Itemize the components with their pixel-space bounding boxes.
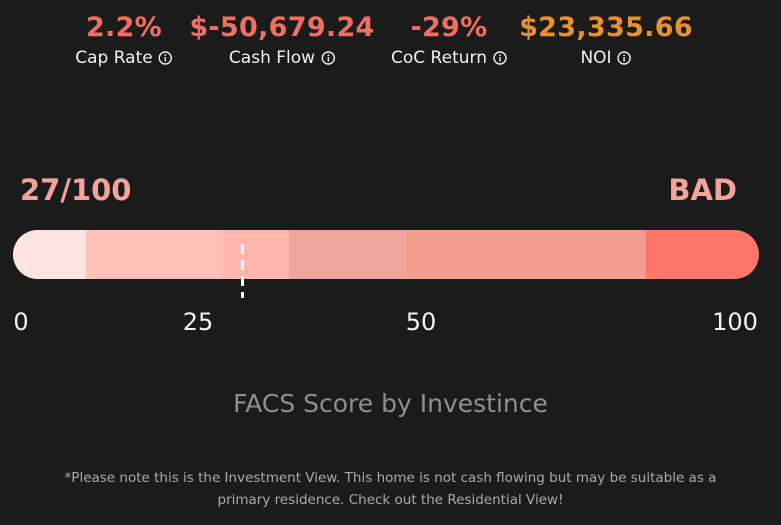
cap-rate-value: 2.2% xyxy=(85,12,163,43)
bar-segment-2 xyxy=(86,230,223,279)
score-marker xyxy=(241,244,244,298)
cash-flow-label: Cash Flow xyxy=(228,48,316,68)
rating-text: BAD xyxy=(668,173,737,207)
metrics-row: 2.2% Cap Rate $-50,679.24 Cash Flow -29%… xyxy=(0,0,781,80)
coc-return-label: CoC Return xyxy=(391,48,487,68)
tick-0: 0 xyxy=(13,308,29,336)
bar-segment-4 xyxy=(289,230,406,279)
score-text: 27/100 xyxy=(20,173,132,207)
bar-segment-6 xyxy=(646,230,759,279)
coc-return-value: -29% xyxy=(410,12,488,43)
bar-segment-5 xyxy=(406,230,646,279)
noi-label: NOI xyxy=(580,48,612,68)
bar-segment-3 xyxy=(223,230,289,279)
info-icon[interactable] xyxy=(617,51,632,65)
cap-rate-label: Cap Rate xyxy=(75,48,153,68)
tick-25: 25 xyxy=(182,308,214,336)
brand-caption: FACS Score by Investince xyxy=(233,389,548,418)
cash-flow-value: $-50,679.24 xyxy=(189,12,375,43)
noi-value: $23,335.66 xyxy=(519,12,693,43)
disclaimer-note: *Please note this is the Investment View… xyxy=(64,470,717,508)
info-icon[interactable] xyxy=(321,51,335,65)
info-icon[interactable] xyxy=(159,51,173,65)
cap-rate-metric: 2.2% Cap Rate xyxy=(75,8,173,68)
tick-100: 100 xyxy=(712,308,758,336)
bar-segment-1 xyxy=(13,230,86,279)
noi-metric: $23,335.66 NOI xyxy=(519,8,693,68)
score-gradient-bar xyxy=(13,230,759,279)
coc-return-metric: -29% CoC Return xyxy=(391,8,507,68)
cash-flow-metric: $-50,679.24 Cash Flow xyxy=(189,8,374,68)
info-icon[interactable] xyxy=(493,51,507,65)
tick-50: 50 xyxy=(405,308,437,336)
